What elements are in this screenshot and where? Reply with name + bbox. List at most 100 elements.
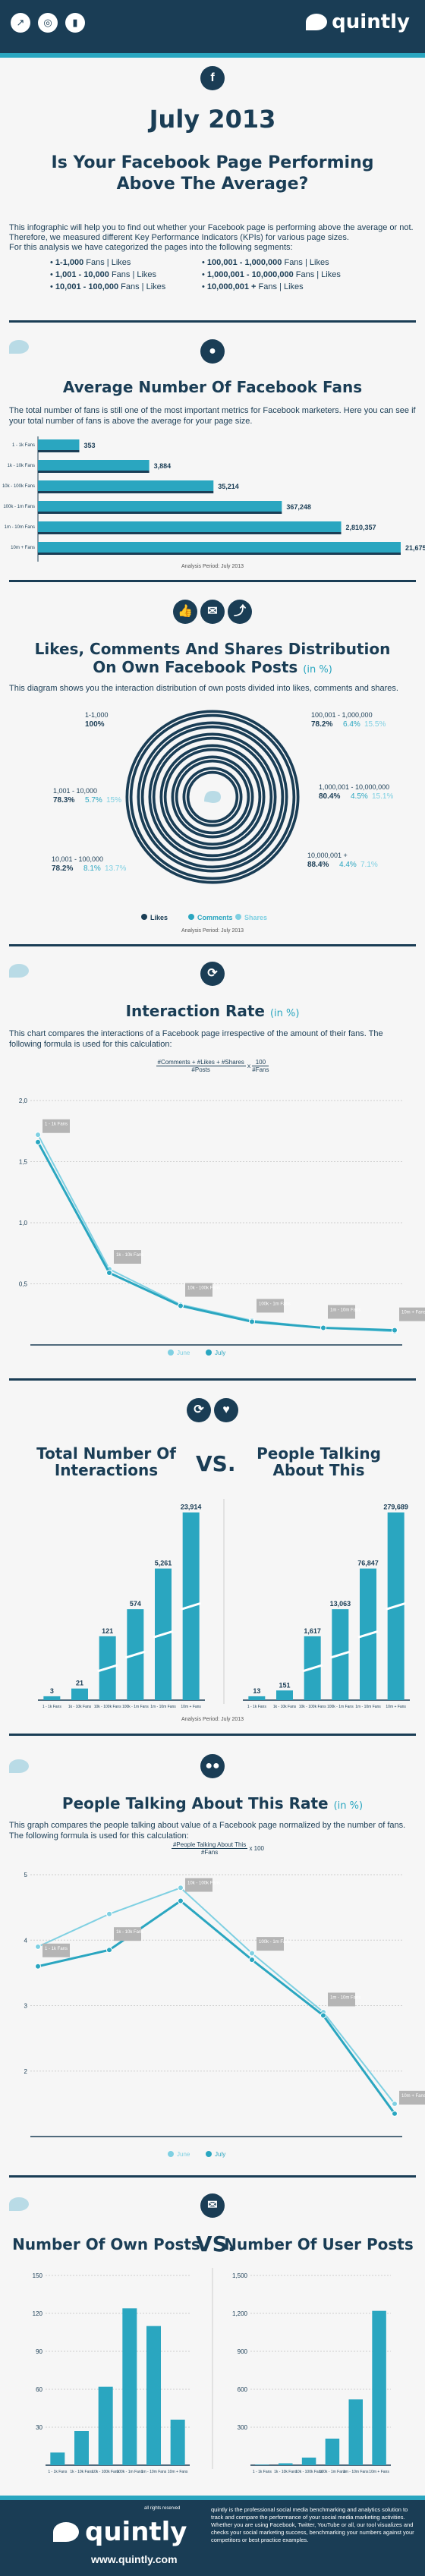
axis-break	[181, 1601, 202, 1611]
comments-label: 4.5%	[351, 792, 368, 801]
data-point	[320, 2012, 326, 2019]
value-label: 13	[253, 1687, 260, 1695]
legend-label: Comments	[197, 914, 233, 921]
segment-item: • 10,001 - 100,000 Fans | Likes	[50, 282, 166, 291]
fans-bar-shadow	[38, 553, 401, 555]
value-label: 151	[279, 1681, 290, 1689]
posts-right-title: Number Of User Posts	[224, 2235, 414, 2253]
footer-logo[interactable]: quintly	[53, 2517, 187, 2547]
axis-break	[386, 1601, 407, 1611]
refresh-icon: ⟳	[187, 1398, 211, 1422]
category-label: 10m + Fans	[168, 2470, 188, 2474]
share-icon: ⤴	[228, 600, 252, 624]
dist-text: This diagram shows you the interaction d…	[9, 684, 398, 693]
interaction-rate-line-chart: 0,5 1,0 1,5 2,0 1 - 1k Fans 1k - 10k Fans 10k …	[19, 1097, 425, 1356]
bar	[50, 2452, 65, 2465]
chat-icon: ✉	[200, 2193, 225, 2218]
fans-bar	[38, 501, 282, 512]
category-label: 1k - 10k Fans	[273, 1705, 297, 1709]
axis-break	[329, 1650, 351, 1659]
data-point	[178, 1897, 184, 1904]
intro-text-1: This infographic will help you to find o…	[9, 223, 414, 232]
date-title: July 2013	[149, 105, 276, 134]
series-line	[37, 1134, 395, 1333]
shares-label: 15.1%	[372, 792, 393, 801]
bar	[372, 2310, 386, 2465]
chat-bubble-icon	[204, 791, 221, 803]
data-point	[178, 1885, 184, 1891]
y-tick-label: 600	[238, 2386, 248, 2393]
category-label: 1 - 1k Fans	[247, 1705, 267, 1709]
y-tick-label: 1,5	[19, 1159, 28, 1166]
category-tag-label: 1k - 10k Fans	[116, 1930, 143, 1935]
segment-name: 10,000,001 +	[307, 852, 348, 859]
category-label: 100k - 1m Fans	[122, 1705, 149, 1709]
fans-bar-shadow	[38, 491, 214, 493]
value-label: 279,689	[383, 1504, 408, 1511]
trend-icon[interactable]: ↗	[11, 13, 30, 33]
intro-text-3: For this analysis we have categorized th…	[9, 243, 293, 252]
footer-url[interactable]: www.quintly.com	[91, 2553, 178, 2565]
y-tick-label: 150	[33, 2272, 43, 2279]
quintly-logo[interactable]: quintly	[306, 11, 410, 33]
comments-label: 4.4%	[339, 861, 357, 869]
data-point	[392, 2100, 398, 2107]
user-icon: ●	[200, 339, 225, 364]
bar	[279, 2463, 293, 2465]
intro-text-2: Therefore, we measured different Key Per…	[9, 233, 349, 242]
series-line	[37, 1899, 396, 2115]
value-label: 35,214	[218, 483, 239, 490]
likes-label: 100%	[85, 720, 105, 729]
bar	[74, 2431, 89, 2465]
category-label: 10m + Fans	[181, 1705, 201, 1709]
value-label: 23,914	[181, 1504, 202, 1511]
axis-break	[357, 1630, 379, 1639]
data-point	[35, 1132, 41, 1138]
heart-icon: ♥	[214, 1398, 238, 1422]
category-tag-label: 100k - 1m Fans	[259, 1302, 291, 1306]
y-tick-label: 1,0	[19, 1220, 28, 1227]
category-tag-label: 100k - 1m Fans	[259, 1940, 291, 1945]
category-label: 1m - 10m Fans	[141, 2470, 167, 2474]
y-tick-label: 60	[36, 2386, 42, 2393]
category-label: 10m + Fans	[369, 2470, 389, 2474]
ring-separator	[174, 758, 251, 836]
ring-separator	[185, 770, 240, 824]
totals-left-title-1: Total Number Of	[36, 1444, 176, 1463]
legend-dot	[168, 2151, 174, 2157]
ptat-formula: #People Talking About This #Fans x 100	[171, 1841, 265, 1856]
bars-icon[interactable]: ▮	[65, 13, 85, 33]
category-label: 10m + Fans	[386, 1705, 406, 1709]
dist-period: Analysis Period: July 2013	[181, 928, 244, 934]
posts-left-title: Number Of Own Posts	[12, 2235, 200, 2253]
category-label: 10k - 100k Fans	[299, 1705, 326, 1709]
category-label: 1k - 10k Fans	[68, 1705, 92, 1709]
quintly-logo-mark-icon	[306, 14, 328, 30]
category-tag-label: 10k - 100k Fans	[187, 1882, 220, 1886]
bar	[71, 1688, 88, 1700]
value-label: 3	[50, 1687, 54, 1695]
category-tag-label: 10k - 100k Fans	[187, 1286, 220, 1290]
globe-icon[interactable]: ◎	[38, 13, 58, 33]
category-label: 10k - 100k Fans	[92, 2470, 119, 2474]
ptat-rate-line-chart: 2 3 4 5 1 - 1k Fans 1k - 10k Fans 10k - 100k F…	[24, 1872, 425, 2158]
category-label: 10m + Fans	[11, 546, 35, 550]
header-accent-band	[0, 53, 425, 58]
speech-bubble-icon	[9, 1759, 29, 1773]
category-tag-label: 1k - 10k Fans	[116, 1253, 143, 1258]
data-point	[35, 1943, 41, 1950]
vs-label: VS.	[196, 2231, 236, 2256]
y-tick-label: 1,500	[232, 2272, 248, 2279]
totals-period: Analysis Period: July 2013	[181, 1717, 244, 1722]
headline-2: Above The Average?	[116, 175, 309, 194]
value-label: 76,847	[357, 1560, 379, 1567]
segment-item: • 10,000,001 + Fans | Likes	[202, 282, 304, 291]
bar	[301, 2458, 316, 2465]
facebook-icon: f	[200, 66, 225, 90]
legend-dot	[206, 2151, 212, 2157]
segment-name: 1,000,001 - 10,000,000	[319, 783, 389, 791]
category-label: 100k - 1m Fans	[3, 505, 35, 509]
data-point	[320, 1324, 326, 1331]
shares-label: 7.1%	[360, 861, 378, 869]
fans-bar-shadow	[38, 471, 150, 473]
